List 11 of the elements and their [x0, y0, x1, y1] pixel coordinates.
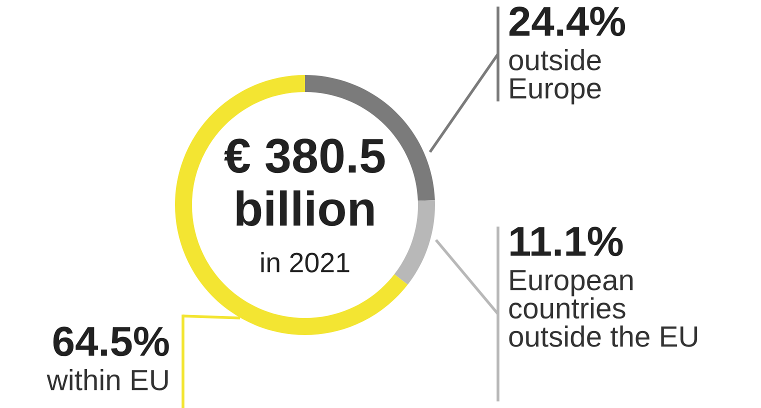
data-label: 11.1% — [510, 226, 623, 256]
data-label: 24.4% — [509, 6, 626, 36]
donut-slice — [175, 75, 408, 335]
text: € 380.5 — [224, 138, 385, 174]
text: in 2021 — [261, 252, 350, 272]
slice-label: outside Europe — [509, 49, 601, 104]
data-label: 64.5% — [53, 326, 169, 356]
text: billion — [236, 190, 374, 226]
slice-label: within EU — [46, 369, 168, 390]
donut-slice — [394, 200, 435, 285]
slice-label: European countries outside the EU — [509, 270, 698, 347]
